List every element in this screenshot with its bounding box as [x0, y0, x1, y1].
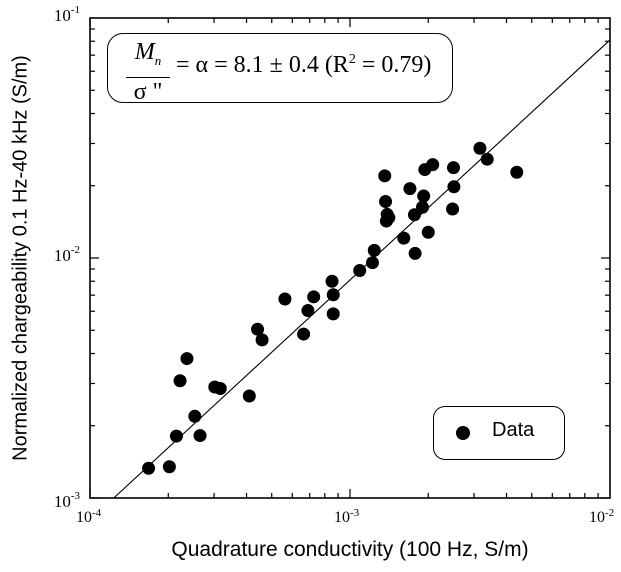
plot-frame [89, 17, 611, 499]
data-point [307, 290, 321, 304]
data-point [251, 322, 265, 336]
data-point [421, 225, 435, 239]
equation-numerator: Mn [126, 38, 170, 78]
data-point [379, 195, 393, 209]
equation-annotation-box: Mn σ " = α = 8.1 ± 0.4 (R2 = 0.79) [107, 33, 453, 106]
data-point [326, 307, 340, 321]
data-point [297, 327, 311, 341]
data-point [173, 374, 187, 388]
data-point [142, 461, 156, 475]
data-point [446, 161, 460, 175]
data-point [403, 182, 417, 196]
data-point [278, 292, 292, 306]
x-tick-label-1e-2: 10-2 [589, 507, 615, 526]
data-point [382, 211, 396, 225]
data-point [408, 246, 422, 260]
data-points [142, 141, 524, 475]
data-point [510, 165, 524, 179]
data-point [213, 381, 227, 395]
x-axis-label: Quadrature conductivity (100 Hz, S/m) [171, 538, 529, 561]
data-point [326, 288, 340, 302]
data-point [169, 429, 183, 443]
y-tick-label-1e-3: 10-3 [53, 490, 80, 511]
data-point [447, 180, 461, 194]
data-point [378, 169, 392, 183]
data-point [301, 304, 315, 318]
y-tick-label-1e-2: 10-2 [53, 244, 80, 265]
data-point [180, 352, 194, 366]
equation-fraction: Mn σ " [126, 38, 170, 106]
equation-rest: = α = 8.1 ± 0.4 (R2 = 0.79) [176, 52, 432, 78]
data-point [325, 274, 339, 288]
data-point [480, 152, 494, 166]
equation-denominator: σ " [133, 78, 163, 105]
data-point [162, 460, 176, 474]
data-point [353, 263, 367, 277]
data-point [473, 141, 487, 155]
data-point [255, 333, 269, 347]
data-point [426, 158, 440, 172]
y-tick-label-1e-1: 10-1 [53, 4, 80, 25]
legend-label-data: Data [492, 419, 535, 441]
data-point [193, 429, 207, 443]
data-point [397, 231, 411, 245]
data-point [367, 243, 381, 257]
data-point [415, 200, 429, 214]
data-point [417, 189, 431, 203]
data-point [446, 202, 460, 216]
legend-marker-data [456, 426, 470, 440]
data-point [242, 389, 256, 403]
x-tick-label-1e-4: 10-4 [76, 507, 102, 526]
x-tick-label-1e-3: 10-3 [334, 507, 360, 526]
data-point [188, 409, 202, 423]
data-point [365, 256, 379, 270]
legend: Data [433, 406, 565, 460]
